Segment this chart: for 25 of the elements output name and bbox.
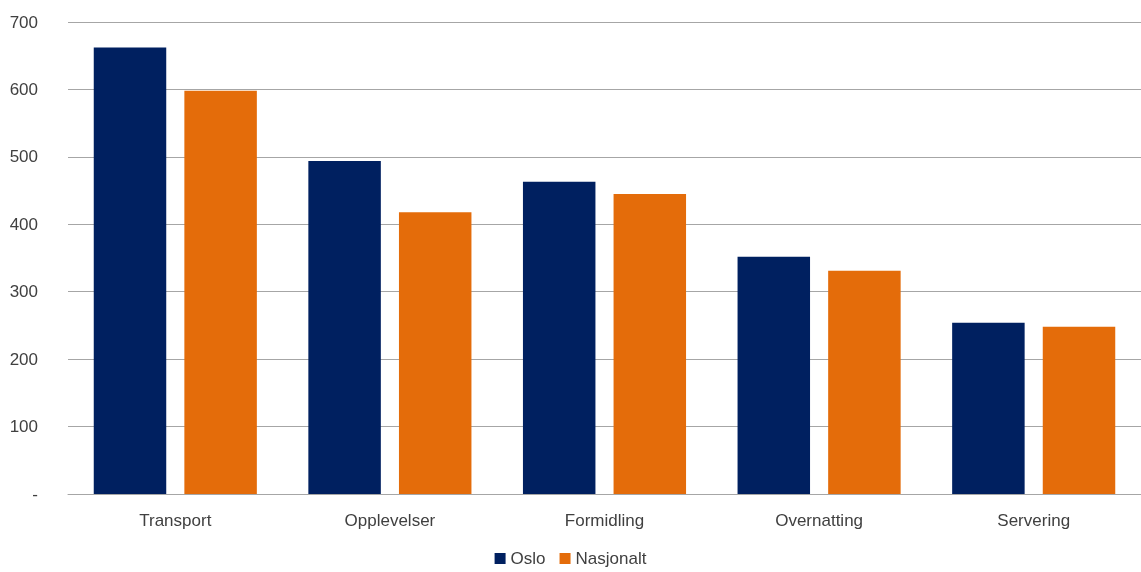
x-tick-label: Opplevelser bbox=[344, 511, 436, 530]
y-tick-label: 700 bbox=[9, 12, 38, 32]
y-tick-label: 500 bbox=[9, 147, 38, 167]
y-tick-label: 300 bbox=[9, 282, 38, 302]
y-tick-label: - bbox=[32, 484, 38, 504]
x-tick-label: Overnatting bbox=[775, 511, 864, 530]
y-tick-label: 200 bbox=[9, 349, 38, 369]
bar bbox=[93, 47, 167, 494]
bar bbox=[613, 193, 687, 494]
bar bbox=[828, 270, 901, 494]
x-tick-label: Transport bbox=[139, 511, 212, 530]
y-tick-label: 600 bbox=[9, 79, 38, 99]
legend-label: Nasjonalt bbox=[575, 549, 647, 568]
y-tick-label: 400 bbox=[9, 214, 38, 234]
y-tick-label: 100 bbox=[9, 417, 38, 437]
legend-label: Oslo bbox=[510, 549, 546, 568]
bar bbox=[952, 322, 1025, 494]
bar bbox=[308, 160, 381, 494]
x-tick-label: Servering bbox=[997, 511, 1071, 530]
bar bbox=[184, 90, 257, 494]
bar bbox=[522, 181, 596, 494]
bar bbox=[737, 256, 811, 494]
bar bbox=[1042, 326, 1116, 494]
x-tick-label: Formidling bbox=[564, 511, 645, 530]
bar bbox=[398, 212, 472, 494]
